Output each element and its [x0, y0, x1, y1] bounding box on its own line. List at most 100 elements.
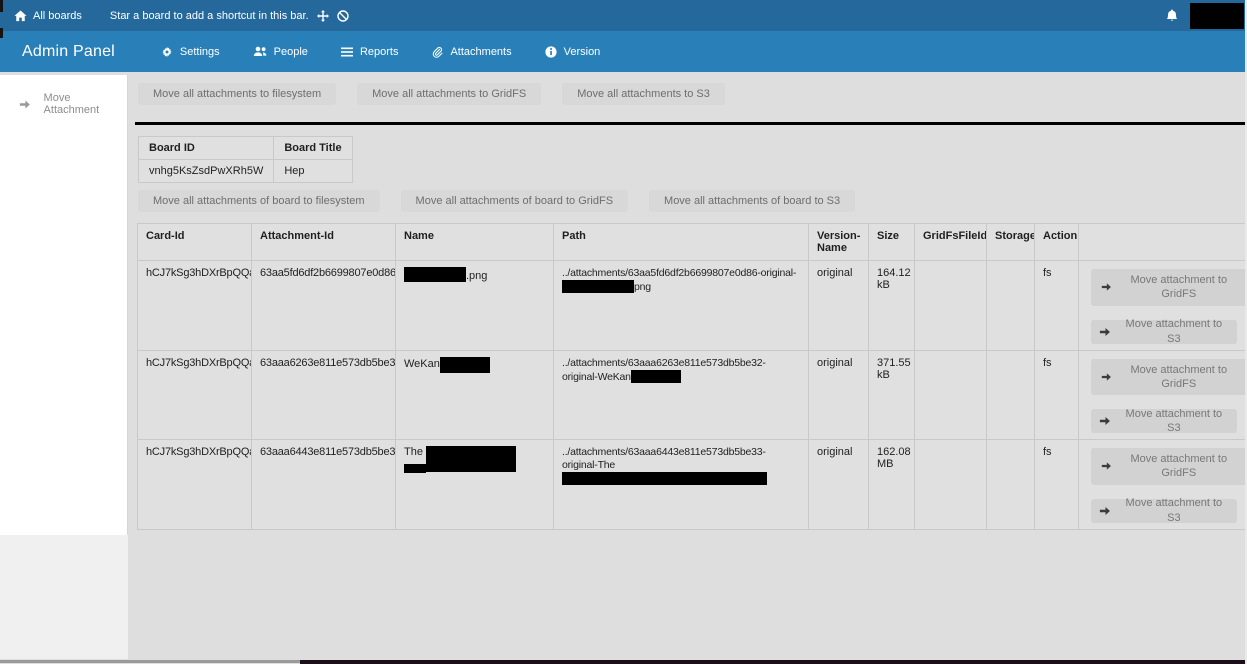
paperclip-icon	[433, 46, 443, 58]
move-attachment-to-s3-button[interactable]: Move attachment to S3	[1091, 318, 1237, 345]
gear-icon	[162, 46, 172, 57]
redaction	[562, 280, 634, 294]
nav-settings[interactable]: Settings	[161, 46, 220, 58]
action-header: Action	[1034, 223, 1079, 261]
board-id-cell: vnhg5KsZsdPwXRh5W	[137, 159, 275, 183]
button-label: Move attachment to GridFS	[1130, 363, 1228, 390]
board-row: vnhg5KsZsdPwXRh5W Hep	[137, 159, 353, 183]
notifications-bell-icon[interactable]	[1166, 9, 1178, 22]
gridfsfileid-cell	[914, 260, 987, 351]
move-attachment-to-gridfs-button[interactable]: Move attachment to GridFS	[1091, 448, 1246, 485]
path-header: Path	[553, 223, 809, 261]
size-header: Size	[868, 223, 915, 261]
window-bottom-edge	[0, 660, 300, 663]
nav-reports[interactable]: Reports	[340, 46, 398, 58]
path-text: ../attachments/63aaa6263e811e573db5be32-…	[562, 356, 766, 383]
path-text: png	[634, 281, 651, 294]
move-board-to-gridfs-button[interactable]: Move all attachments of board to GridFS	[400, 190, 629, 212]
path-cell: ../attachments/63aa5fd6df2b6699807e0d86-…	[553, 260, 809, 351]
board-id-header: Board ID	[137, 136, 275, 160]
sidebar-lower-area	[0, 535, 128, 659]
storage-cell	[986, 260, 1035, 351]
attachments-table: Card-Id Attachment-Id Name Path Version-…	[137, 223, 1247, 530]
action-cell: fs	[1034, 349, 1079, 441]
announcement-text: Star a board to add a shortcut in this b…	[109, 9, 309, 22]
move-attachments-panel: Move all attachments to filesystem Move …	[135, 75, 1247, 530]
arrow-right-icon	[1099, 327, 1110, 336]
attachments-header-row: Card-Id Attachment-Id Name Path Version-…	[137, 223, 1247, 261]
admin-sidebar: Move Attachment	[0, 75, 128, 535]
move-attachment-to-s3-button[interactable]: Move attachment to S3	[1091, 407, 1237, 435]
topbar-right	[1166, 2, 1244, 29]
move-attachment-to-gridfs-button[interactable]: Move attachment to GridFS	[1091, 358, 1246, 396]
version-name-cell: original	[808, 349, 869, 441]
storage-header: Storage	[986, 223, 1035, 261]
nav-people-label: People	[273, 45, 308, 58]
move-attachment-to-gridfs-button[interactable]: Move attachment to GridFS	[1091, 269, 1246, 306]
all-boards-link[interactable]: All boards	[14, 10, 82, 22]
card-id-cell: hCJ7kSg3hDXrBpQQa	[137, 349, 252, 441]
attachment-row: hCJ7kSg3hDXrBpQQa 63aa5fd6df2b6699807e0d…	[137, 260, 1247, 351]
name-cell: WeKan	[395, 349, 554, 441]
storage-cell	[986, 439, 1035, 530]
path-text: The	[597, 459, 616, 472]
all-boards-label: All boards	[33, 9, 82, 22]
sidebar-item-move-attachment[interactable]: Move Attachment	[0, 75, 127, 133]
name-text: .png	[466, 270, 488, 282]
redacted-user-menu[interactable]	[1190, 2, 1244, 29]
path-text: ../attachments/63aaa6443e811e573db5be33-…	[562, 446, 766, 472]
announcement-bar: Star a board to add a shortcut in this b…	[109, 9, 349, 22]
name-cell: The	[395, 439, 554, 530]
storage-cell	[986, 349, 1035, 441]
button-label: Move attachment to S3	[1125, 407, 1223, 435]
admin-nav: Settings People Reports Attachments Vers…	[161, 46, 600, 58]
nav-version[interactable]: Version	[545, 45, 601, 58]
move-all-to-filesystem-button[interactable]: Move all attachments to filesystem	[138, 83, 337, 105]
move-all-to-s3-button[interactable]: Move all attachments to S3	[562, 83, 725, 105]
section-divider	[135, 122, 1247, 125]
move-all-to-gridfs-button[interactable]: Move all attachments to GridFS	[357, 83, 542, 105]
arrow-right-icon	[19, 100, 30, 108]
move-board-to-s3-button[interactable]: Move all attachments of board to S3	[649, 190, 856, 212]
move-handle-icon[interactable]	[316, 9, 329, 22]
screen-artifact	[0, 0, 3, 12]
nav-attachments[interactable]: Attachments	[431, 45, 512, 58]
button-label: Move attachment to S3	[1125, 497, 1223, 524]
redaction	[426, 446, 517, 473]
page-title: Admin Panel	[22, 42, 115, 60]
card-id-cell: hCJ7kSg3hDXrBpQQa	[137, 260, 252, 351]
redaction	[404, 267, 466, 282]
name-text: The	[404, 446, 427, 459]
ban-icon[interactable]	[336, 9, 349, 22]
version-name-header: Version-Name	[808, 223, 869, 261]
nav-attachments-label: Attachments	[450, 45, 512, 58]
move-board-to-filesystem-button[interactable]: Move all attachments of board to filesys…	[138, 190, 380, 212]
redaction	[404, 464, 426, 474]
redaction	[562, 472, 767, 486]
gridfsfileid-cell	[914, 349, 987, 441]
nav-people[interactable]: People	[253, 46, 308, 58]
row-buttons-cell: Move attachment to GridFS Move attachmen…	[1078, 349, 1247, 441]
arrow-right-icon	[1101, 462, 1111, 471]
attachment-id-cell: 63aaa6443e811e573db5be33	[251, 439, 396, 530]
button-label: Move attachment to S3	[1125, 318, 1223, 345]
arrow-right-icon	[1099, 417, 1110, 426]
window-right-edge	[1245, 0, 1247, 664]
name-text: WeKan	[404, 357, 440, 370]
buttons-column-header	[1078, 223, 1247, 261]
screen-artifact	[0, 28, 3, 38]
people-icon	[253, 46, 266, 56]
move-attachment-to-s3-button[interactable]: Move attachment to S3	[1091, 497, 1237, 524]
arrow-right-icon	[1101, 373, 1111, 381]
gridfsfileid-header: GridFsFileId	[914, 223, 987, 261]
attachment-id-header: Attachment-Id	[251, 223, 396, 261]
size-cell: 164.12 kB	[868, 260, 915, 351]
nav-settings-label: Settings	[179, 45, 220, 58]
home-icon	[14, 9, 27, 21]
name-cell: .png	[395, 260, 554, 351]
global-move-buttons: Move all attachments to filesystem Move …	[138, 83, 1247, 105]
button-label: Move attachment to GridFS	[1130, 274, 1228, 301]
board-move-buttons: Move all attachments of board to filesys…	[138, 190, 1247, 212]
version-name-cell: original	[808, 439, 869, 530]
nav-version-label: Version	[563, 45, 601, 58]
